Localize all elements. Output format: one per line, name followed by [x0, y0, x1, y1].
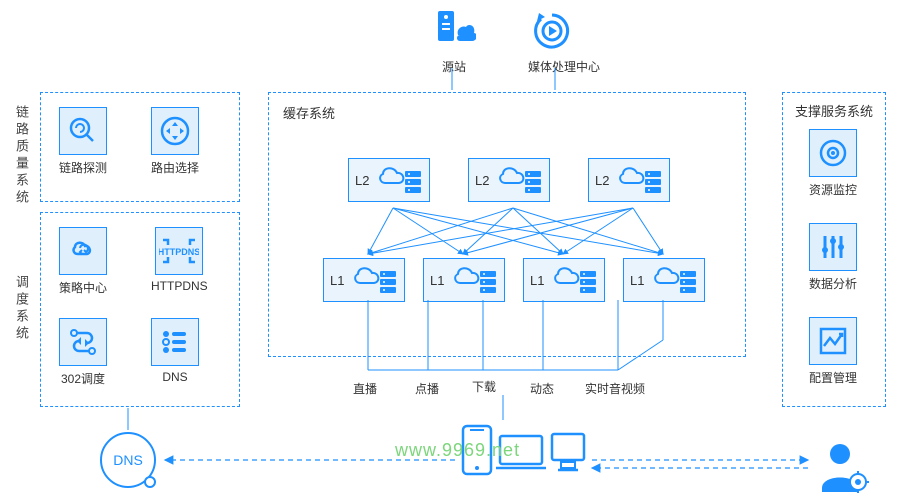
global-arrows [0, 0, 899, 500]
